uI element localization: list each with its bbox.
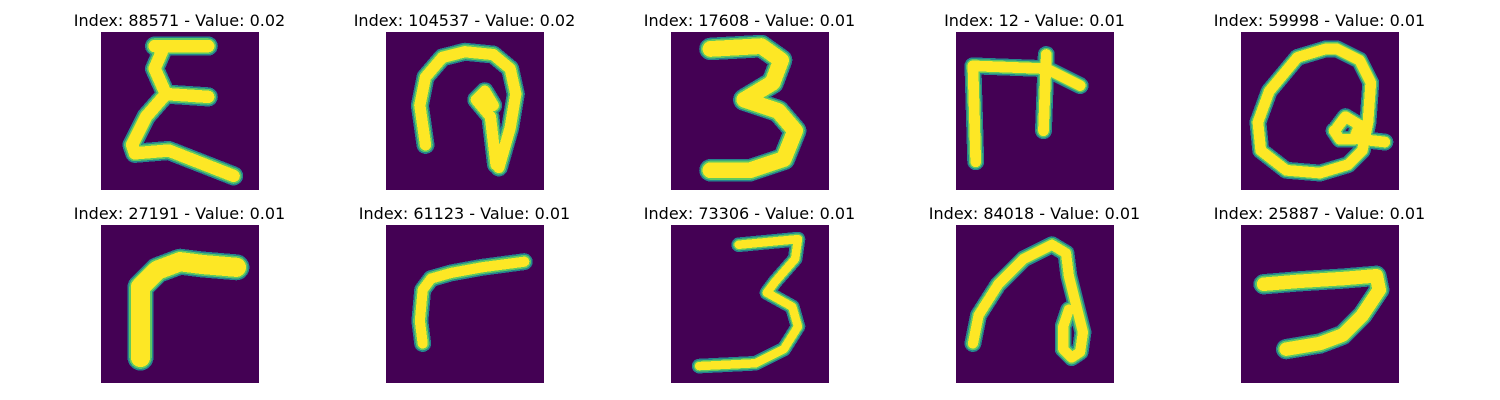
image-panel: Index: 61123 - Value: 0.01 [322,204,607,394]
panel-title: Index: 84018 - Value: 0.01 [928,204,1141,223]
image-panel: Index: 88571 - Value: 0.02 [37,11,322,201]
handwritten-glyph-image [1241,32,1399,190]
panel-title: Index: 104537 - Value: 0.02 [353,11,576,30]
image-panel: Index: 84018 - Value: 0.01 [892,204,1177,394]
image-panel: Index: 104537 - Value: 0.02 [322,11,607,201]
image-panel: Index: 25887 - Value: 0.01 [1177,204,1462,394]
image-panel: Index: 12 - Value: 0.01 [892,11,1177,201]
handwritten-glyph-image [671,32,829,190]
handwritten-glyph-image [956,32,1114,190]
panel-title: Index: 17608 - Value: 0.01 [643,11,856,30]
panel-title: Index: 25887 - Value: 0.01 [1213,204,1426,223]
handwritten-glyph-image [956,225,1114,383]
handwritten-glyph-image [101,32,259,190]
image-panel: Index: 73306 - Value: 0.01 [607,204,892,394]
panel-title: Index: 61123 - Value: 0.01 [358,204,571,223]
panel-title: Index: 12 - Value: 0.01 [944,11,1125,30]
handwritten-glyph-image [386,225,544,383]
image-panel: Index: 59998 - Value: 0.01 [1177,11,1462,201]
image-panel: Index: 27191 - Value: 0.01 [37,204,322,394]
panel-title: Index: 88571 - Value: 0.02 [73,11,286,30]
panel-title: Index: 27191 - Value: 0.01 [73,204,286,223]
panel-title: Index: 59998 - Value: 0.01 [1213,11,1426,30]
handwritten-glyph-image [1241,225,1399,383]
handwritten-glyph-image [101,225,259,383]
handwritten-glyph-image [671,225,829,383]
image-panel: Index: 17608 - Value: 0.01 [607,11,892,201]
panel-title: Index: 73306 - Value: 0.01 [643,204,856,223]
handwritten-glyph-image [386,32,544,190]
